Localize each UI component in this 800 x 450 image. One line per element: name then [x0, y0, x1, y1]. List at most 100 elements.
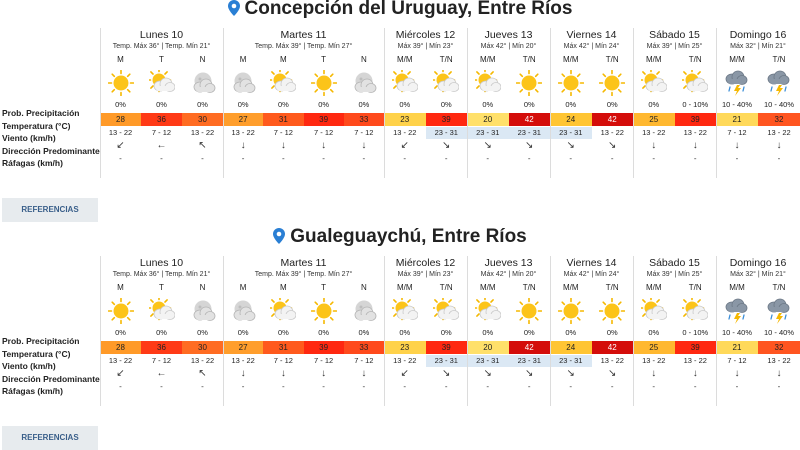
wind-direction-arrow-icon: ↓ — [776, 140, 782, 151]
temperature-cell: 28 — [100, 113, 141, 126]
time-slot: M/M 0% 20 23 - 31 ↘ - — [467, 256, 509, 406]
temperature-cell: 23 — [384, 113, 426, 126]
temperature-cell: 39 — [674, 341, 716, 354]
day-name: Lunes 10 — [139, 29, 184, 41]
day-name: Domingo 16 — [729, 257, 787, 269]
time-slot: M/M 0% 24 23 - 31 ↘ - — [550, 28, 592, 178]
slot-period-label: T/N — [439, 283, 453, 292]
precip-probability: 10 - 40% — [763, 100, 795, 109]
sun-cloud-icon — [146, 295, 175, 324]
wind-speed: 13 - 22 — [683, 128, 707, 137]
day-temp-range: Máx 39° | Mín 23° — [397, 271, 454, 278]
wind-speed: 23 - 31 — [508, 355, 550, 367]
slot-period-label: M/M — [396, 55, 413, 64]
sun-cloud-icon — [679, 295, 709, 324]
day-temp-range: Máx 32° | Mín 21° — [730, 271, 786, 278]
wind-speed: 13 - 22 — [767, 128, 791, 137]
day-name: Miércoles 12 — [395, 257, 456, 269]
cloud-moon-icon — [230, 70, 256, 96]
temperature-cell: 27 — [223, 113, 264, 126]
sun-icon — [107, 69, 134, 97]
wind-speed: 13 - 22 — [190, 128, 215, 137]
precip-probability: 10 - 40% — [763, 328, 795, 337]
day-column: Martes 11 Temp. Máx 39° | Temp. Mín 27° M … — [223, 28, 384, 178]
sun-icon — [310, 297, 337, 325]
slot-period-label: M/M — [562, 55, 579, 64]
wind-direction-arrow-icon: ↙ — [116, 140, 125, 151]
slot-period-label: M — [280, 55, 287, 64]
time-slot: T/N 0% 39 23 - 31 ↘ - — [425, 28, 467, 178]
location-pin-icon — [227, 0, 240, 16]
sun-cloud-icon — [430, 295, 460, 324]
wind-direction-arrow-icon: ↘ — [483, 140, 492, 151]
gust-value: - — [241, 382, 245, 391]
slot-period-label: M/M — [396, 283, 413, 292]
gust-value: - — [610, 382, 614, 391]
temperature-cell: 33 — [343, 341, 384, 354]
wind-direction-arrow-icon: ↘ — [442, 368, 451, 379]
temperature-cell: 36 — [141, 113, 182, 126]
references-button[interactable]: REFERENCIAS — [2, 198, 98, 222]
slot-period-label: M/M — [729, 55, 745, 64]
references-button[interactable]: REFERENCIAS — [2, 426, 98, 450]
day-divider — [550, 28, 551, 178]
day-divider — [384, 256, 385, 406]
precip-probability: 10 - 40% — [721, 100, 753, 109]
slot-period-label: T — [159, 55, 164, 64]
wind-speed: 13 - 22 — [190, 356, 215, 365]
sun-cloud-icon — [389, 295, 419, 324]
precip-probability: 0% — [358, 328, 370, 337]
day-name: Jueves 13 — [484, 257, 533, 269]
wind-speed: 7 - 12 — [727, 356, 747, 365]
row-label-wind: Viento (km/h) — [2, 361, 56, 371]
wind-direction-arrow-icon: ↘ — [566, 368, 575, 379]
wind-speed: 13 - 22 — [600, 356, 624, 365]
gust-value: - — [362, 382, 366, 391]
precip-probability: 0% — [565, 328, 577, 337]
day-name: Sábado 15 — [649, 29, 700, 41]
wind-speed: 7 - 12 — [151, 356, 172, 365]
precip-probability: 0% — [197, 328, 208, 337]
wind-direction-arrow-icon: ↓ — [776, 368, 782, 379]
row-label-temp: Temperatura (°C) — [2, 120, 71, 131]
day-temp-range: Máx 39° | Mín 25° — [646, 271, 703, 278]
slot-period-label: M — [239, 55, 247, 64]
day-divider — [716, 28, 717, 178]
slot-period-label: T/N — [522, 283, 536, 292]
slot-period-label: N — [199, 283, 206, 292]
day-name: Viernes 14 — [566, 29, 617, 41]
day-name: Miércoles 12 — [395, 29, 456, 41]
wind-direction-arrow-icon: ← — [156, 368, 167, 379]
gust-value: - — [652, 154, 656, 163]
storm-icon — [724, 298, 750, 324]
day-temp-range: Temp. Máx 36° | Temp. Mín 21° — [112, 271, 211, 278]
wind-direction-arrow-icon: ↓ — [734, 140, 740, 151]
time-slot: N 0% 30 13 - 22 ↖ - — [182, 256, 223, 406]
sun-cloud-icon — [268, 295, 297, 324]
wind-direction-arrow-icon: ↓ — [651, 140, 657, 151]
precip-probability: 0% — [156, 100, 167, 109]
sun-cloud-icon — [146, 67, 175, 96]
day-name: Jueves 13 — [484, 29, 533, 41]
gust-value: - — [652, 382, 656, 391]
wind-speed: 23 - 31 — [508, 127, 550, 139]
day-name: Domingo 16 — [729, 29, 787, 41]
gust-value: - — [527, 154, 531, 163]
sun-icon — [310, 69, 337, 97]
row-label-wind: Viento (km/h) — [2, 133, 56, 143]
row-label-gusts: Ráfagas (km/h) — [2, 158, 63, 168]
sun-icon — [598, 69, 626, 97]
gust-value: - — [569, 382, 573, 391]
gust-value: - — [735, 382, 739, 391]
location-pin-icon — [273, 227, 286, 244]
precip-probability: 0 - 10% — [682, 100, 709, 109]
wind-speed: 23 - 31 — [550, 127, 592, 139]
time-slot: M 0% 31 7 - 12 ↓ - — [263, 256, 304, 406]
day-divider — [100, 256, 101, 406]
time-slot: M 0% 31 7 - 12 ↓ - — [263, 28, 304, 178]
temperature-cell: 42 — [508, 341, 550, 354]
day-column: Lunes 10 Temp. Máx 36° | Temp. Mín 21° M 0%… — [100, 256, 223, 406]
slot-period-label: T/N — [439, 55, 453, 64]
day-column: Domingo 16 Máx 32° | Mín 21° M/M 10 - 40% 2… — [716, 28, 800, 178]
gust-value: - — [322, 154, 325, 163]
